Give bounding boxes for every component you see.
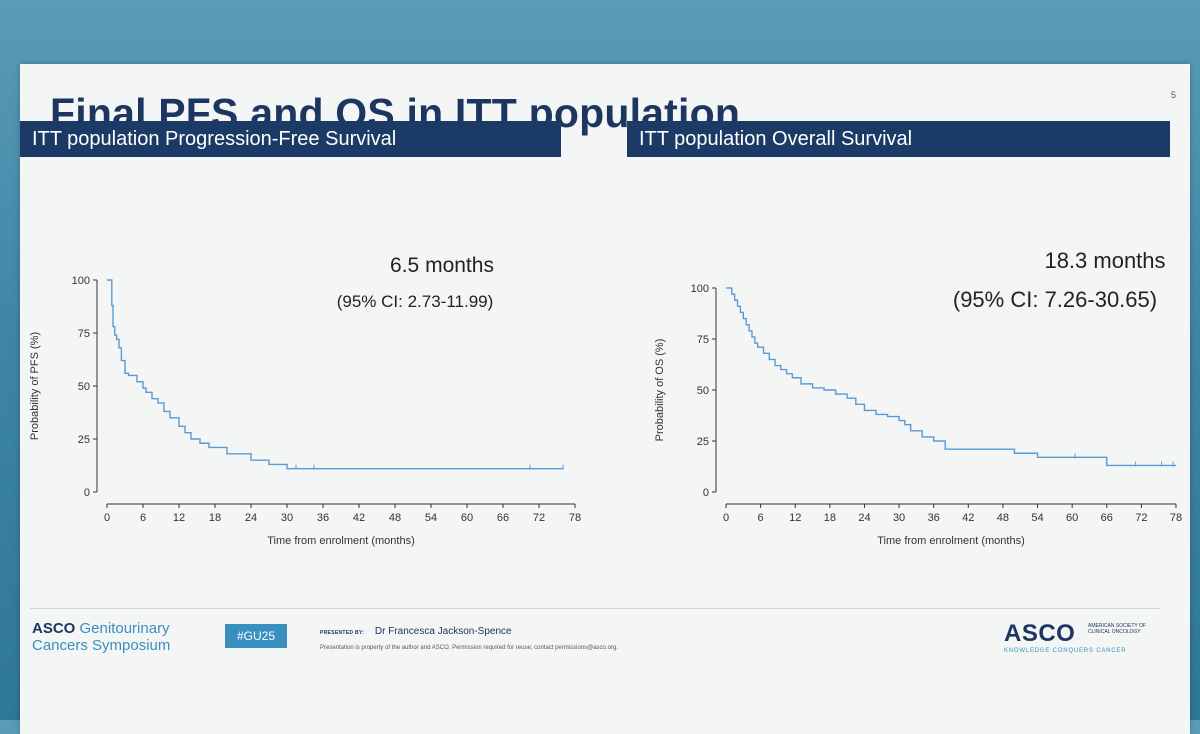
os-y-axis-title: Probability of OS (%)	[654, 339, 666, 442]
pfs-median-label: 6.5 months	[390, 254, 494, 277]
pfs-x-tick-label: 72	[533, 512, 545, 524]
os-ci-label: (95% CI: 7.26-30.65)	[952, 287, 1158, 312]
os-x-tick-label: 48	[997, 512, 1009, 524]
pfs-y-tick-label: 0	[84, 487, 90, 499]
pfs-x-tick-label: 6	[140, 512, 146, 524]
pfs-x-tick-label: 0	[104, 512, 110, 524]
os-x-tick-label: 78	[1170, 512, 1182, 524]
footer-divider	[30, 608, 1160, 609]
os-x-tick-label: 72	[1135, 512, 1147, 524]
os-x-tick-label: 60	[1066, 512, 1078, 524]
disclaimer-text: Presentation is property of the author a…	[320, 645, 618, 651]
os-x-axis-title: Time from enrolment (months)	[877, 535, 1025, 547]
page-number: 5	[1170, 90, 1176, 100]
asco-right-subtext: AMERICAN SOCIETY OF CLINICAL ONCOLOGY	[1088, 623, 1146, 635]
asco-right-tagline: KNOWLEDGE CONQUERS CANCER	[1004, 648, 1127, 654]
slide: Final PFS and OS in ITT population 5	[20, 64, 1190, 734]
os-x-tick-label: 36	[928, 512, 940, 524]
os-y-tick-label: 0	[703, 487, 709, 499]
pfs-y-tick-label: 50	[78, 381, 90, 393]
os-panel-header: ITT population Overall Survival	[627, 121, 1170, 157]
hashtag-badge: #GU25	[225, 624, 287, 648]
pfs-x-tick-label: 12	[173, 512, 185, 524]
os-survival-curve	[726, 287, 1176, 467]
os-x-tick-label: 0	[723, 512, 729, 524]
pfs-panel-header: ITT population Progression-Free Survival	[20, 121, 561, 157]
os-x-tick-label: 24	[858, 512, 870, 524]
logo-asco-text: ASCO	[32, 620, 76, 637]
os-x-tick-label: 66	[1101, 512, 1113, 524]
os-x-tick-label: 30	[893, 512, 905, 524]
pfs-survival-curve	[107, 279, 563, 470]
presented-by: PRESENTED BY: Dr Francesca Jackson-Spenc…	[320, 626, 512, 637]
pfs-y-tick-label: 75	[78, 328, 90, 340]
os-y-tick-label: 25	[697, 436, 709, 448]
pfs-y-tick-label: 100	[72, 275, 90, 287]
os-y-tick-label: 50	[697, 385, 709, 397]
pfs-x-axis-title: Time from enrolment (months)	[267, 535, 415, 547]
os-x-tick-label: 54	[1031, 512, 1043, 524]
pfs-chart: 0 25 50 75 100 0 6 12 18 24 30 36 42 48 54 60 66 72 78 Time…	[29, 275, 581, 547]
pfs-y-tick-label: 25	[78, 434, 90, 446]
pfs-x-tick-label: 18	[209, 512, 221, 524]
os-y-tick-label: 100	[691, 283, 709, 295]
pfs-x-tick-label: 42	[353, 512, 365, 524]
pfs-x-tick-label: 36	[317, 512, 329, 524]
os-x-tick-label: 6	[758, 512, 764, 524]
pfs-x-tick-label: 60	[461, 512, 473, 524]
pfs-x-tick-label: 78	[569, 512, 581, 524]
os-chart: 0 25 50 75 100 0 6 12 18 24 30 36 42 48 54 60 66 72 78 Time…	[654, 283, 1182, 547]
os-x-tick-label: 18	[824, 512, 836, 524]
os-x-tick-label: 42	[962, 512, 974, 524]
pfs-y-axis-title: Probability of PFS (%)	[29, 332, 41, 440]
asco-gu-logo: ASCO Genitourinary Cancers Symposium	[32, 620, 170, 654]
logo-gu-text: Genitourinary	[79, 620, 170, 637]
os-y-tick-label: 75	[697, 334, 709, 346]
presenter-name: Dr Francesca Jackson-Spence	[374, 626, 512, 637]
asco-right-text: ASCO	[1004, 620, 1076, 647]
pfs-ci-label: (95% CI: 2.73-11.99)	[336, 292, 494, 311]
os-x-tick-label: 12	[789, 512, 801, 524]
pfs-x-tick-label: 30	[281, 512, 293, 524]
pfs-x-tick-label: 48	[389, 512, 401, 524]
pfs-x-tick-label: 66	[497, 512, 509, 524]
logo-symposium-text: Cancers Symposium	[32, 637, 171, 654]
os-median-label: 18.3 months	[1044, 248, 1166, 273]
presented-label: PRESENTED BY:	[320, 630, 365, 636]
pfs-x-tick-label: 24	[245, 512, 257, 524]
pfs-x-tick-label: 54	[425, 512, 437, 524]
asco-logo-right: ASCO AMERICAN SOCIETY OF CLINICAL ONCOLO…	[1004, 620, 1146, 654]
